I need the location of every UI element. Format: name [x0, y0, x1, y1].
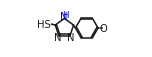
Text: N: N	[67, 33, 74, 42]
Text: HS: HS	[36, 20, 50, 29]
Text: H: H	[62, 11, 68, 20]
Text: O: O	[100, 24, 107, 33]
Text: N: N	[60, 12, 67, 22]
Text: N: N	[54, 33, 62, 42]
